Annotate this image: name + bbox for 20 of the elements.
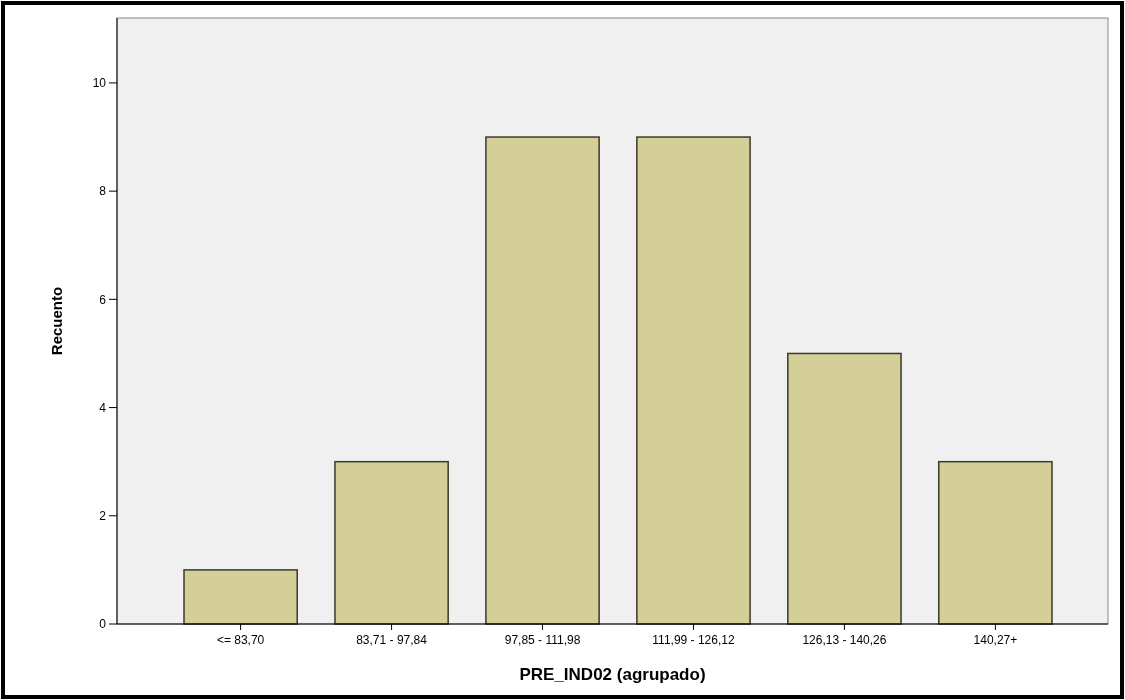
y-tick-label: 8: [99, 184, 107, 199]
x-tick-label: 111,99 - 126,12: [652, 633, 735, 647]
x-tick-label: 140,27+: [973, 633, 1018, 647]
bar: [787, 352, 902, 625]
bar: [183, 569, 298, 625]
x-tick-label: 83,71 - 97,84: [356, 633, 428, 647]
bar: [334, 460, 449, 625]
y-tick-label: 0: [99, 617, 107, 632]
bar: [636, 136, 751, 625]
bar: [485, 136, 600, 625]
y-tick-label: 4: [99, 400, 107, 415]
x-tick-label: 126,13 - 140,26: [802, 633, 887, 647]
y-tick-label: 6: [99, 292, 107, 307]
x-tick-label: <= 83,70: [216, 633, 265, 647]
x-tick-label: 97,85 - 111,98: [504, 633, 581, 647]
y-tick-label: 10: [92, 76, 107, 91]
y-tick-label: 2: [99, 508, 107, 523]
x-axis-title: PRE_IND02 (agrupado): [519, 665, 706, 684]
y-axis-title: Recuento: [48, 286, 65, 356]
bar: [938, 460, 1053, 625]
